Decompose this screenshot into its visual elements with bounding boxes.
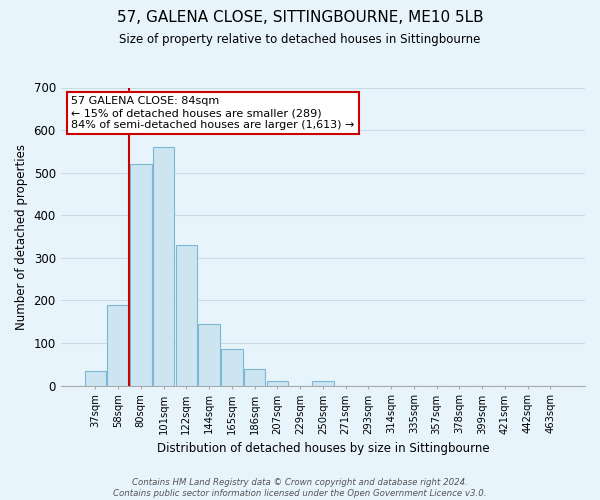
Text: 57 GALENA CLOSE: 84sqm
← 15% of detached houses are smaller (289)
84% of semi-de: 57 GALENA CLOSE: 84sqm ← 15% of detached… (71, 96, 355, 130)
Bar (85, 370, 106, 386)
Y-axis label: Number of detached properties: Number of detached properties (15, 144, 28, 330)
Bar (312, 380, 334, 386)
X-axis label: Distribution of detached houses by size in Sittingbourne: Distribution of detached houses by size … (157, 442, 489, 455)
Bar (107, 304, 129, 386)
Bar (198, 324, 220, 386)
Text: Size of property relative to detached houses in Sittingbourne: Size of property relative to detached ho… (119, 32, 481, 46)
Text: 57, GALENA CLOSE, SITTINGBOURNE, ME10 5LB: 57, GALENA CLOSE, SITTINGBOURNE, ME10 5L… (116, 10, 484, 25)
Bar (221, 350, 242, 386)
Bar (244, 368, 265, 386)
Bar (130, 164, 152, 386)
Bar (266, 380, 288, 386)
Bar (153, 147, 175, 386)
Text: Contains HM Land Registry data © Crown copyright and database right 2024.
Contai: Contains HM Land Registry data © Crown c… (113, 478, 487, 498)
Bar (176, 245, 197, 386)
